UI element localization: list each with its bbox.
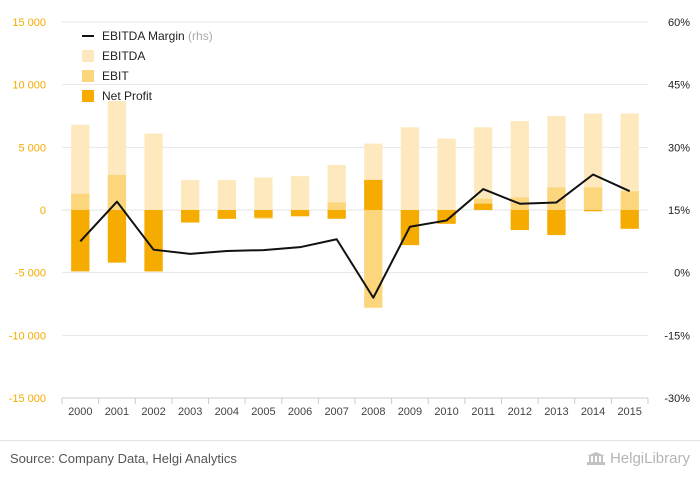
left-tick-label: 15 000 [12,17,46,29]
bar-ebitda [327,164,346,210]
right-tick-label: 45% [668,80,690,92]
left-tick-label: -15 000 [9,393,46,405]
legend-swatch [82,70,94,82]
left-tick-label: -10 000 [9,330,46,342]
line-ebitda-margin [79,173,631,299]
bar-ebitda [71,124,90,210]
legend-swatch [82,50,94,62]
bar-ebitda [254,177,273,210]
bar-ebitda [547,116,566,210]
bar-ebit [620,191,639,210]
bar-net-profit [620,210,639,229]
bar-net-profit [583,210,603,212]
x-tick-label: 2000 [68,406,92,418]
x-tick-label: 2014 [581,406,605,418]
left-tick-label: 0 [40,205,46,217]
chart: -15 000 -30% -10 000 -15% -5 000 0% 0 15% 5 000 3… [9,17,691,418]
bar-ebitda [400,127,420,210]
bar-ebitda [510,121,529,210]
bar-net-profit [364,179,383,210]
x-tick-label: 2001 [105,406,129,418]
footer: Source: Company Data, Helgi Analytics He… [0,440,700,484]
x-tick-label: 2008 [361,406,385,418]
bar-net-profit [510,210,529,231]
left-tick-label: -5 000 [15,268,46,280]
bar-net-profit [217,210,236,219]
bar-net-profit [547,210,566,236]
bar-ebitda [437,138,456,210]
source-text: Source: Company Data, Helgi Analytics [10,451,237,466]
legend-swatch [82,90,94,102]
bar-ebit [547,187,566,210]
x-tick-label: 2011 [471,406,495,418]
legend-label: Net Profit [102,89,153,103]
bar-net-profit [181,210,200,223]
x-tick-label: 2009 [398,406,422,418]
brand-name: HelgiLibrary [609,450,690,467]
right-tick-label: 15% [668,205,690,217]
bar-net-profit [327,210,346,219]
left-tick-label: 10 000 [12,80,46,92]
bar-ebitda [620,113,639,210]
bar-net-profit [107,210,127,263]
x-tick-label: 2007 [324,406,348,418]
bar-net-profit [290,210,310,217]
left-tick-label: 5 000 [18,142,46,154]
right-tick-label: -15% [664,330,690,342]
right-tick-label: 0% [674,268,690,280]
bar-ebit [583,187,603,210]
x-tick-label: 2005 [251,406,275,418]
bar-ebit [71,193,90,210]
bar-ebitda [583,113,603,210]
bar-ebitda [181,179,200,210]
x-tick-label: 2006 [288,406,312,418]
x-tick-label: 2012 [508,406,532,418]
x-tick-label: 2002 [141,406,165,418]
x-tick-label: 2015 [617,406,641,418]
bar-net-profit [474,203,493,210]
bar-ebitda [290,176,310,210]
right-tick-label: 60% [668,17,690,29]
bar-net-profit [144,210,163,272]
legend-label: EBIT [102,69,129,83]
x-tick-label: 2004 [215,406,239,418]
brand-logo[interactable]: HelgiLibrary [586,450,690,467]
x-tick-label: 2010 [434,406,458,418]
bar-ebit [364,210,383,308]
bar-ebit [107,174,127,210]
legend-label: EBITDA Margin (rhs) [102,29,213,43]
bar-ebitda [144,133,163,210]
bar-ebitda [474,127,493,210]
right-tick-label: -30% [664,393,690,405]
legend-label: EBITDA [102,49,145,63]
bar-net-profit [254,210,273,218]
right-tick-label: 30% [668,142,690,154]
x-tick-label: 2003 [178,406,202,418]
x-tick-label: 2013 [544,406,568,418]
bar-ebit [327,202,346,210]
bar-ebitda [217,179,236,210]
building-icon [586,451,605,465]
